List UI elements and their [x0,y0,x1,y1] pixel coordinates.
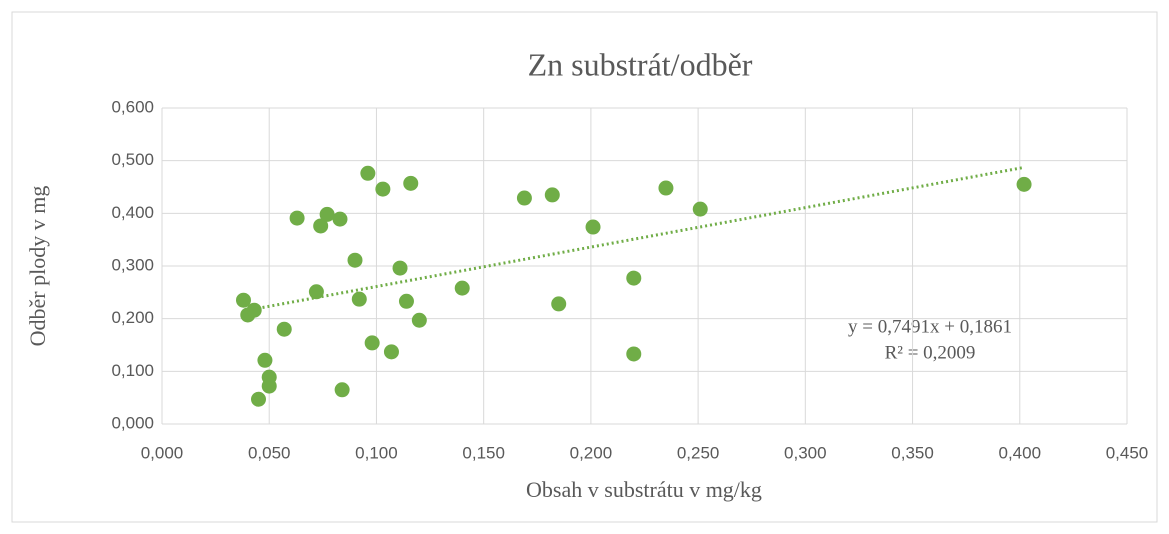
x-tick-label: 0,300 [784,443,827,462]
point [360,165,376,181]
point [658,180,674,196]
trend-r2: R² = 0,2009 [885,342,976,363]
y-tick-label: 0,500 [111,150,154,169]
point [261,378,277,394]
chart-title: Zn substrát/odběr [528,46,753,82]
point [257,352,273,368]
point [392,260,408,276]
point [351,291,367,307]
point [383,344,399,360]
point [235,292,251,308]
chart-frame [11,11,1158,523]
x-tick-label: 0,400 [999,443,1042,462]
point [398,293,414,309]
x-tick-label: 0,050 [248,443,291,462]
y-tick-label: 0,300 [111,255,154,274]
trendline [247,165,1025,312]
point [692,201,708,217]
point [332,211,348,227]
y-tick-label: 0,000 [111,413,154,432]
x-axis-label: Obsah v substrátu v mg/kg [526,477,762,502]
point [626,270,642,286]
point [334,382,350,398]
point [544,187,560,203]
point [411,312,427,328]
trend-equation: y = 0,7491x + 0,1861 [848,316,1012,337]
point [347,252,363,268]
point [551,296,567,312]
point [585,219,601,235]
point [626,346,642,362]
point [364,335,380,351]
x-tick-label: 0,200 [570,443,613,462]
x-tick-label: 0,350 [891,443,934,462]
x-tick-label: 0,000 [141,443,184,462]
point [313,218,329,234]
x-tick-label: 0,150 [462,443,505,462]
point [403,175,419,191]
point [375,181,391,197]
x-tick-label: 0,250 [677,443,720,462]
point [1016,176,1032,192]
y-tick-label: 0,100 [111,361,154,380]
x-tick-label: 0,100 [355,443,398,462]
point [308,284,324,300]
y-tick-label: 0,600 [111,97,154,116]
point [516,190,532,206]
point [251,391,266,407]
point [454,280,470,296]
y-axis-label: Odběr plody v mg [25,186,50,347]
point [276,321,292,337]
y-tick-label: 0,200 [111,308,154,327]
x-tick-label: 0,450 [1106,443,1149,462]
y-tick-label: 0,400 [111,203,154,222]
point [319,206,335,222]
point [289,210,305,226]
